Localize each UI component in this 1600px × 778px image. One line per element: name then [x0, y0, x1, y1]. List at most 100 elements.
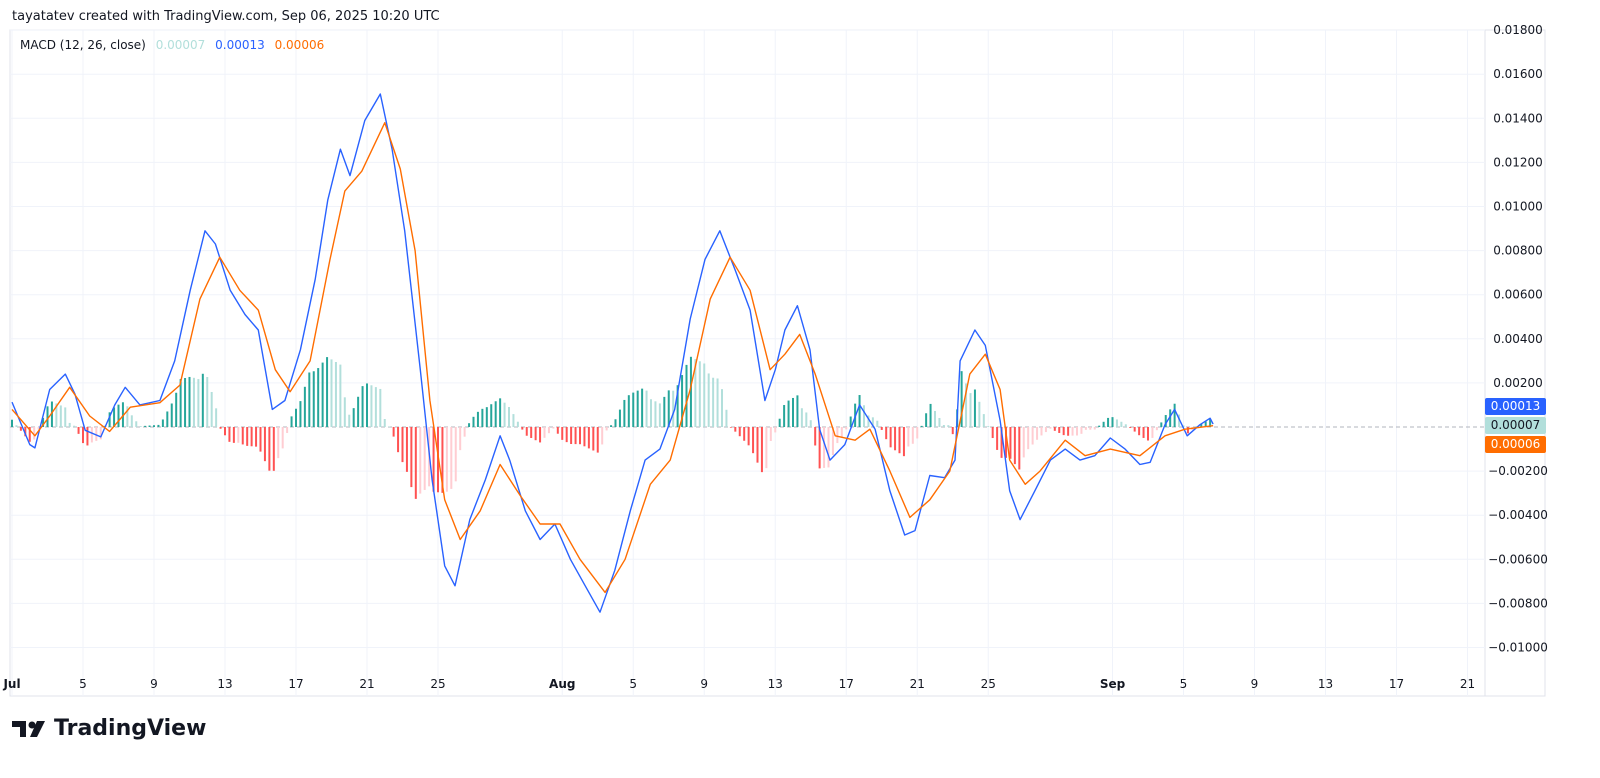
histogram-bar	[1107, 417, 1110, 427]
histogram-bar	[636, 390, 639, 427]
histogram-bar	[1147, 427, 1149, 441]
histogram-bar	[1027, 427, 1030, 450]
histogram-bar	[650, 399, 652, 427]
histogram-bar	[1067, 427, 1070, 436]
histogram-bar	[383, 419, 386, 427]
histogram-bar	[898, 427, 901, 454]
histogram-bar	[157, 424, 160, 427]
signal-price-badge: 0.00006	[1485, 436, 1546, 453]
histogram-bar	[632, 392, 635, 427]
histogram-bar	[1098, 425, 1101, 427]
histogram-bar	[286, 427, 289, 433]
histogram-bar	[352, 408, 355, 427]
macd-chart[interactable]: 0.01800 0.01600 0.01400 0.01200 0.01000 0.008…	[0, 0, 1600, 700]
histogram-bar	[570, 427, 573, 445]
histogram-bar	[95, 427, 98, 441]
histogram-bar	[1160, 422, 1163, 427]
histogram-bar	[468, 423, 471, 427]
histogram-bar	[973, 389, 976, 427]
x-tick-label: 13	[1318, 677, 1333, 691]
histogram-bar	[117, 404, 120, 427]
histogram-bar	[290, 416, 293, 427]
histogram-bar	[86, 427, 89, 446]
histogram-bar	[1058, 427, 1061, 433]
histogram-bar	[255, 427, 258, 447]
histogram-bar	[743, 427, 746, 441]
histogram-bar	[982, 414, 985, 427]
histogram-bar	[1102, 421, 1105, 427]
histogram-bar	[530, 427, 533, 438]
tradingview-logo[interactable]: TradingView	[12, 716, 206, 741]
x-tick-label: 9	[150, 677, 158, 691]
histogram-bar	[1018, 427, 1021, 470]
histogram-bar	[312, 371, 315, 427]
histogram-bar	[42, 417, 45, 427]
histogram-bar	[1053, 427, 1056, 431]
histogram-bar	[121, 402, 124, 427]
histogram-bar	[525, 427, 528, 436]
histogram-bar	[1071, 427, 1074, 436]
histogram-bar	[1178, 414, 1181, 427]
y-tick-label: −0.01000	[1488, 641, 1548, 655]
histogram-bar	[37, 427, 40, 430]
histogram-bar	[627, 395, 630, 427]
histogram-bar	[241, 427, 244, 445]
histogram-bar	[800, 408, 803, 427]
histogram-bar	[574, 427, 577, 445]
histogram-bar	[747, 427, 750, 446]
x-tick-label: 21	[1460, 677, 1475, 691]
histogram-bar	[1044, 427, 1047, 433]
histogram-bar	[960, 371, 963, 427]
histogram-bar	[694, 359, 697, 427]
x-tick-label: 9	[700, 677, 708, 691]
histogram-bar	[867, 415, 870, 427]
histogram-bar	[543, 427, 546, 438]
x-tick-label: 17	[1389, 677, 1404, 691]
histogram-bar	[756, 427, 759, 463]
tradingview-logo-icon	[12, 720, 45, 737]
histogram-bar	[1164, 415, 1167, 427]
histogram-bar	[126, 406, 129, 427]
histogram-bar	[64, 407, 67, 427]
histogram-bar	[1133, 427, 1136, 432]
x-tick-label: 9	[1251, 677, 1259, 691]
histogram-bar	[698, 361, 701, 427]
histogram-bar	[277, 427, 280, 459]
histogram-bar	[778, 418, 781, 427]
histogram-bar	[24, 427, 27, 437]
histogram-bar	[871, 417, 874, 427]
histogram-bar	[224, 427, 226, 436]
histogram-bar	[1000, 427, 1003, 458]
x-tick-label: 21	[910, 677, 925, 691]
histogram-bar	[237, 427, 240, 443]
y-tick-label: 0.00200	[1493, 376, 1543, 390]
histogram-bar	[592, 427, 595, 451]
histogram-bar	[50, 401, 53, 427]
histogram-bar	[170, 403, 173, 427]
histogram-bar	[760, 427, 763, 473]
histogram-bar	[836, 427, 839, 444]
indicator-legend[interactable]: MACD (12, 26, close) 0.00007 0.00013 0.0…	[20, 38, 330, 52]
histogram-bar	[210, 391, 213, 427]
y-tick-label: 0.01000	[1493, 200, 1543, 214]
histogram-bar	[614, 419, 617, 427]
histogram-bar	[153, 425, 155, 427]
histogram-bar	[610, 425, 613, 427]
histogram-bar	[685, 364, 688, 427]
histogram-bar	[108, 412, 111, 427]
histogram-bar	[565, 427, 568, 443]
histogram-bar	[716, 378, 719, 427]
histogram-bar	[188, 376, 191, 427]
histogram-bar	[472, 416, 475, 427]
histogram-bar	[423, 427, 426, 490]
histogram-bar	[215, 408, 218, 427]
histogram-bar	[623, 399, 626, 427]
histogram-bar	[1049, 427, 1052, 429]
histogram-bar	[73, 425, 76, 427]
histogram-bar	[361, 386, 364, 427]
histogram-bar	[201, 373, 204, 427]
histogram-bar	[166, 411, 169, 427]
histogram-bar	[33, 427, 36, 440]
histogram-bar	[130, 415, 133, 427]
histogram-bar	[392, 427, 395, 437]
